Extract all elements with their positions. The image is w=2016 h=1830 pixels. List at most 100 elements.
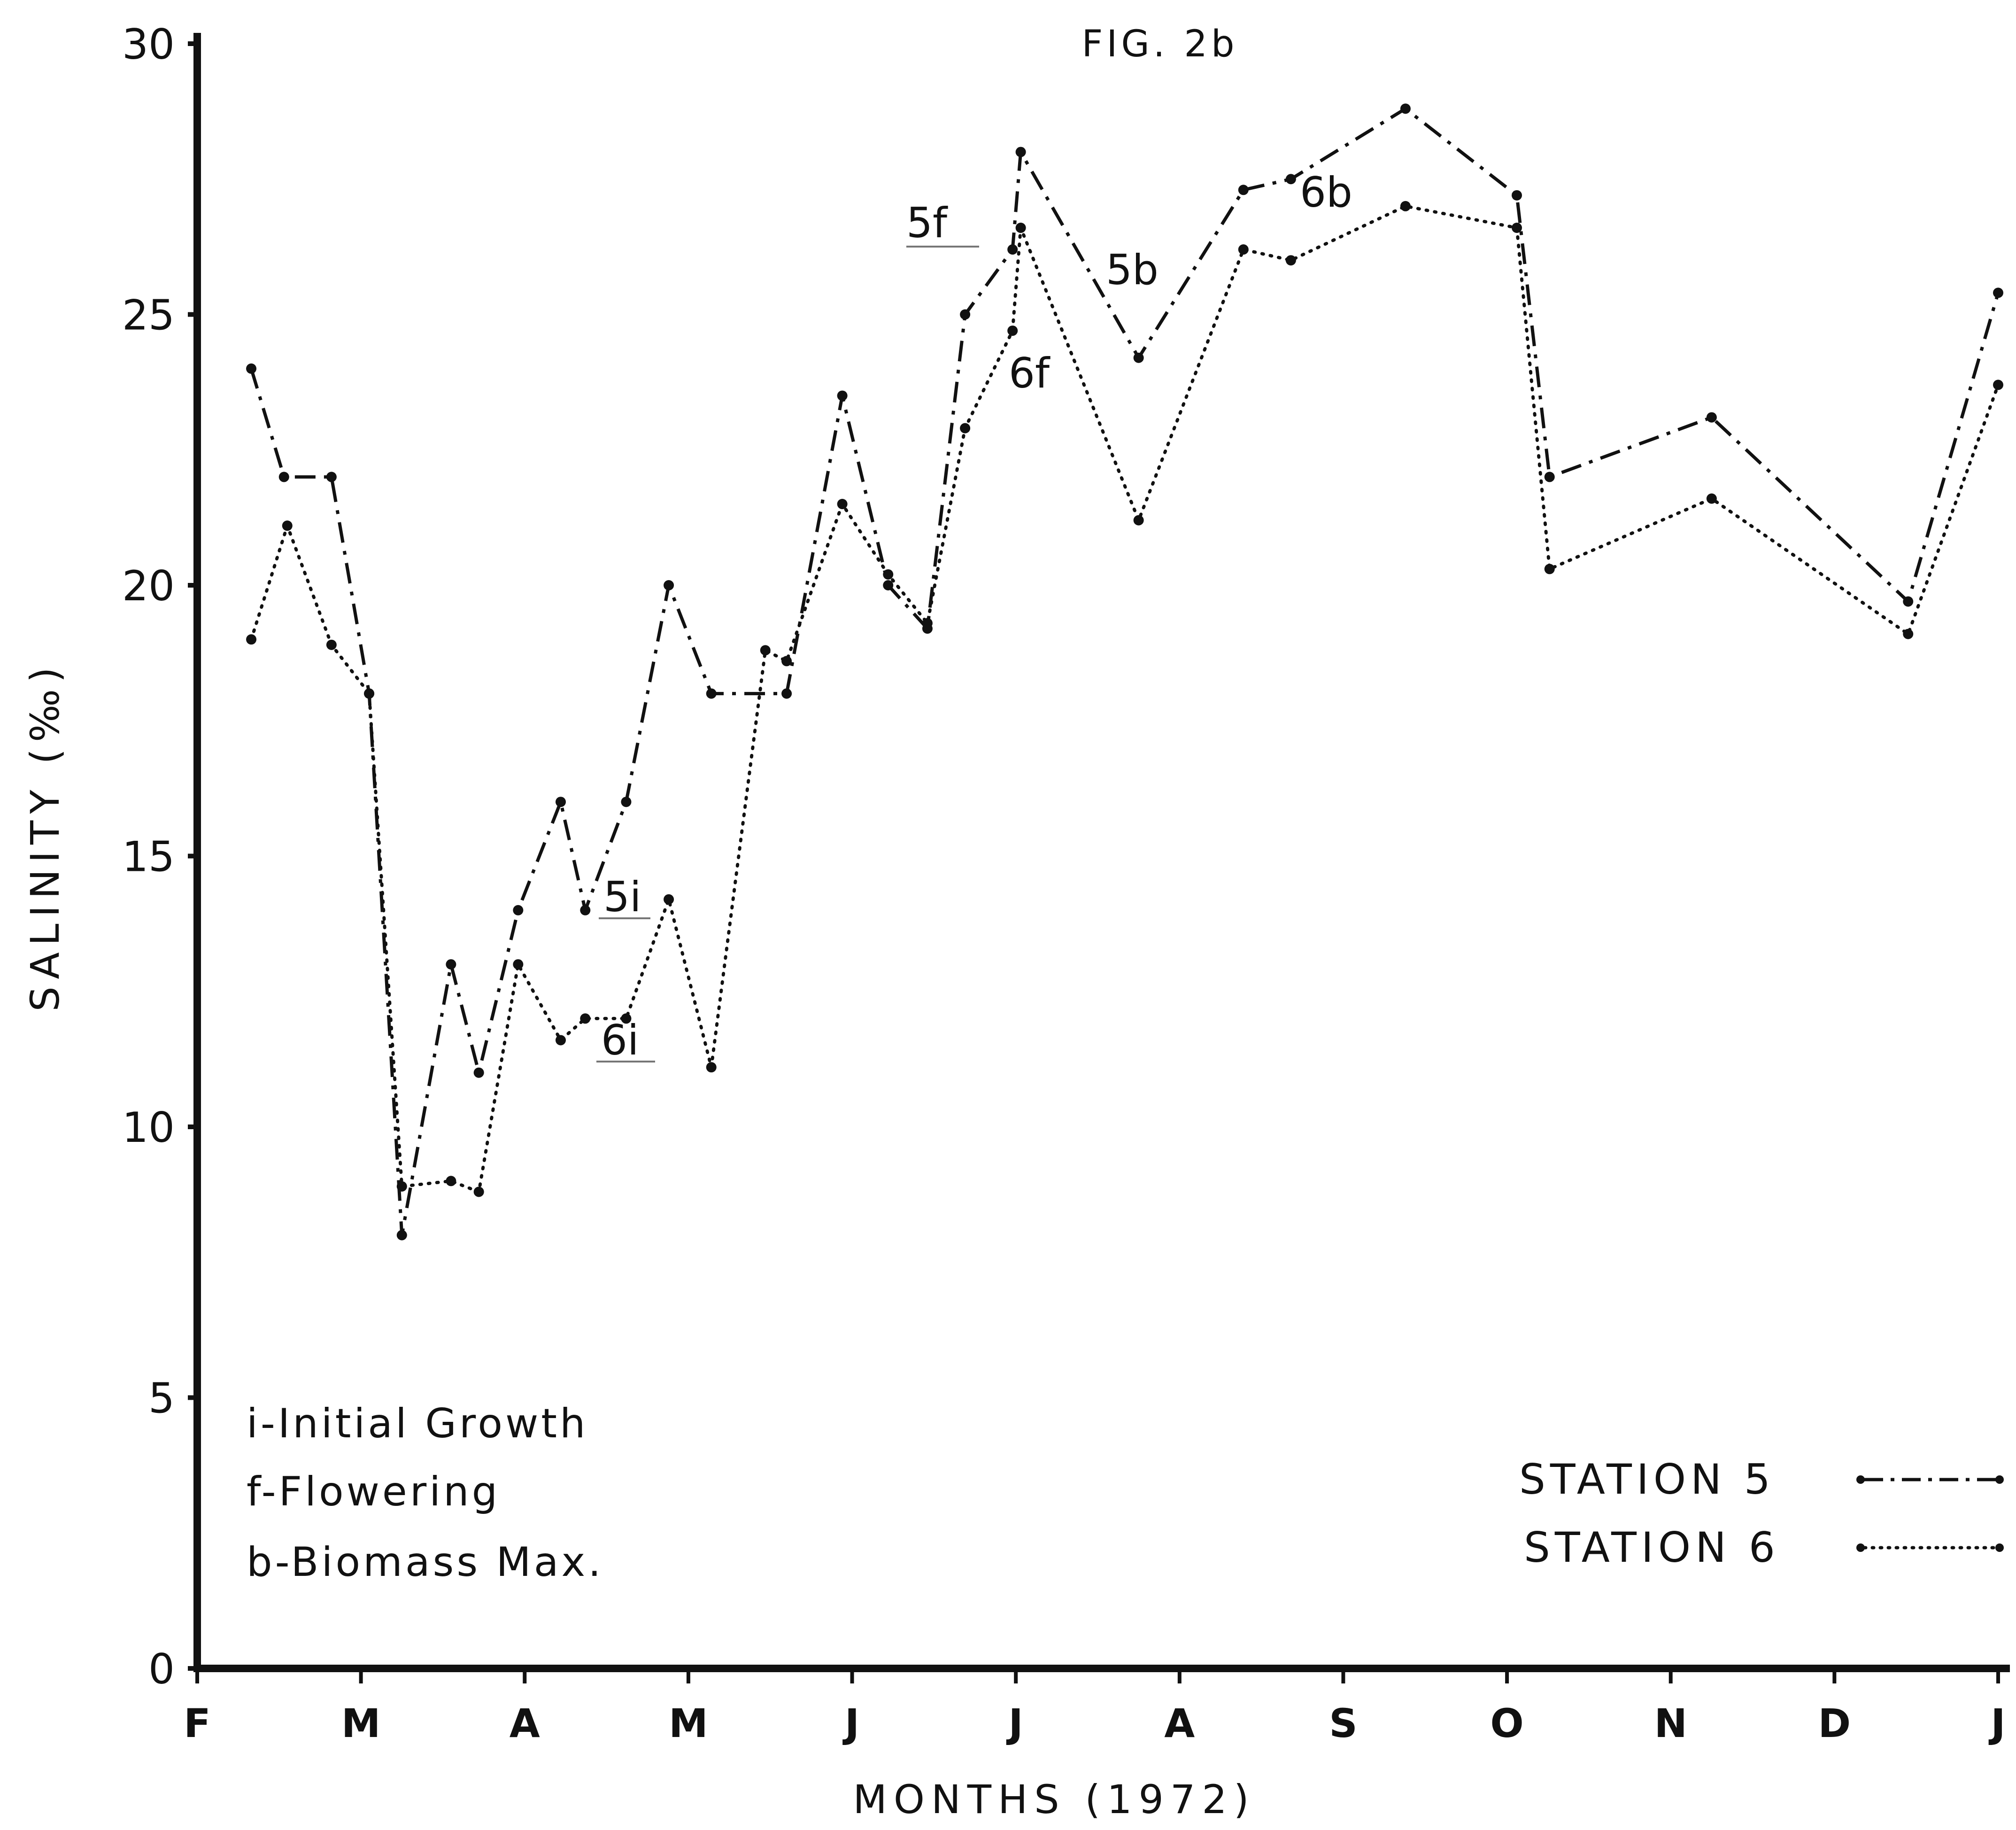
data-point-station-6-1 xyxy=(282,520,293,531)
data-point-station-5-12 xyxy=(706,688,717,699)
legend-dot-station-6-end xyxy=(1995,1543,2004,1552)
data-point-station-5-5 xyxy=(446,959,456,970)
y-tick-label-10: 10 xyxy=(122,1103,175,1152)
data-point-station-5-20 xyxy=(1133,352,1144,363)
data-point-station-6-7 xyxy=(513,959,524,970)
annotation-6f: 6f xyxy=(1009,349,1050,397)
annotation-6b: 6b xyxy=(1300,168,1352,217)
data-point-station-5-2 xyxy=(326,472,337,482)
data-point-station-6-2 xyxy=(326,639,337,650)
data-point-station-5-25 xyxy=(1544,472,1555,482)
y-tick-label-5: 5 xyxy=(148,1374,175,1423)
data-point-station-6-5 xyxy=(446,1176,456,1186)
data-point-station-5-4 xyxy=(396,1230,407,1241)
series-layer xyxy=(246,103,2003,1241)
data-point-station-5-9 xyxy=(580,905,591,915)
y-tick-label-15: 15 xyxy=(122,833,175,881)
data-point-station-5-10 xyxy=(621,797,632,807)
data-point-station-6-28 xyxy=(1903,628,1914,639)
legend-dot-station-5-end xyxy=(1995,1475,2004,1484)
note-biomass-max: b-Biomass Max. xyxy=(247,1539,604,1586)
x-tick-label-10: D xyxy=(1818,1700,1851,1746)
y-tick-label-0: 0 xyxy=(148,1645,175,1693)
x-tick-label-0: F xyxy=(184,1700,210,1746)
annotation-5i: 5i xyxy=(603,873,641,921)
data-point-station-5-14 xyxy=(837,390,848,401)
data-point-station-6-17 xyxy=(922,618,933,628)
data-point-station-5-1 xyxy=(278,472,289,482)
data-point-station-6-12 xyxy=(706,1062,717,1073)
legend-label-station-6: STATION 6 xyxy=(1524,1523,1780,1572)
data-point-station-5-15 xyxy=(883,580,894,590)
series-line-station-6 xyxy=(249,204,2000,1194)
growth-stage-key: i-Initial Growth f-Flowering b-Biomass M… xyxy=(247,1400,604,1586)
data-point-station-6-14 xyxy=(781,656,792,667)
data-point-station-6-11 xyxy=(664,894,674,905)
data-point-station-6-10 xyxy=(621,1013,632,1024)
data-point-station-6-26 xyxy=(1544,564,1555,574)
y-tick-label-30: 30 xyxy=(122,20,175,69)
data-point-station-5-23 xyxy=(1400,103,1411,114)
note-flowering: f-Flowering xyxy=(247,1468,500,1515)
data-point-station-6-21 xyxy=(1133,515,1144,526)
x-tick-label-1: M xyxy=(341,1700,381,1746)
data-point-station-5-17 xyxy=(960,309,971,320)
data-point-station-6-9 xyxy=(580,1013,591,1024)
legend-dot-station-6-start xyxy=(1856,1543,1865,1552)
data-point-station-6-13 xyxy=(760,645,771,656)
x-tick-label-3: M xyxy=(669,1700,708,1746)
data-point-station-5-6 xyxy=(473,1067,484,1078)
data-point-station-5-7 xyxy=(513,905,524,915)
data-point-station-6-3 xyxy=(364,688,375,699)
data-point-station-6-6 xyxy=(473,1186,484,1197)
data-point-station-5-0 xyxy=(246,363,257,374)
x-tick-label-4: J xyxy=(842,1700,859,1746)
data-point-station-6-4 xyxy=(396,1181,407,1192)
data-point-station-5-18 xyxy=(1007,244,1018,255)
legend-label-station-5: STATION 5 xyxy=(1519,1455,1775,1504)
data-point-station-6-8 xyxy=(555,1035,566,1046)
data-point-station-6-15 xyxy=(837,499,848,510)
y-tick-label-20: 20 xyxy=(122,562,175,610)
data-point-station-6-25 xyxy=(1512,223,1522,233)
y-axis-title: SALINITY (‰) xyxy=(22,660,68,1011)
legend-dot-station-5-start xyxy=(1856,1475,1865,1484)
x-tick-label-5: J xyxy=(1006,1700,1023,1746)
data-point-station-5-21 xyxy=(1238,185,1249,195)
data-point-station-5-24 xyxy=(1512,190,1522,201)
x-tick-label-6: A xyxy=(1164,1700,1195,1746)
annotation-5f: 5f xyxy=(906,199,948,247)
data-point-station-5-19 xyxy=(1015,147,1026,157)
x-tick-label-7: S xyxy=(1329,1700,1358,1746)
y-ticks: 0 5 10 15 20 25 30 xyxy=(122,20,201,1693)
x-tick-label-8: O xyxy=(1490,1700,1523,1746)
data-point-station-6-27 xyxy=(1706,493,1717,504)
x-axis-title: MONTHS (1972) xyxy=(853,1776,1255,1822)
data-point-station-6-16 xyxy=(883,569,894,580)
data-point-station-6-0 xyxy=(246,634,257,645)
data-point-station-5-13 xyxy=(781,688,792,699)
data-point-station-6-23 xyxy=(1285,255,1296,266)
annotation-5b: 5b xyxy=(1106,246,1159,294)
data-point-station-6-19 xyxy=(1007,326,1018,336)
x-tick-label-2: A xyxy=(510,1700,540,1746)
data-point-station-6-20 xyxy=(1015,223,1026,233)
legend: STATION 5 STATION 6 xyxy=(1519,1455,2004,1572)
annotations: 5f 6f 5b 6b 5i 6i xyxy=(596,168,1352,1064)
note-initial-growth: i-Initial Growth xyxy=(247,1400,588,1447)
data-point-station-6-22 xyxy=(1238,244,1249,255)
data-point-station-5-28 xyxy=(1993,287,2003,298)
data-point-station-6-29 xyxy=(1993,380,2003,390)
figure-title: FIG. 2b xyxy=(1081,23,1238,65)
y-tick-label-25: 25 xyxy=(122,291,175,340)
x-tick-label-11: J xyxy=(1988,1700,2005,1746)
data-point-station-6-18 xyxy=(960,423,971,434)
data-point-station-5-22 xyxy=(1285,174,1296,185)
x-tick-label-9: N xyxy=(1654,1700,1687,1746)
data-point-station-6-24 xyxy=(1400,201,1411,211)
annotation-6i: 6i xyxy=(601,1016,639,1064)
data-point-station-5-26 xyxy=(1706,412,1717,423)
data-point-station-5-8 xyxy=(555,797,566,807)
